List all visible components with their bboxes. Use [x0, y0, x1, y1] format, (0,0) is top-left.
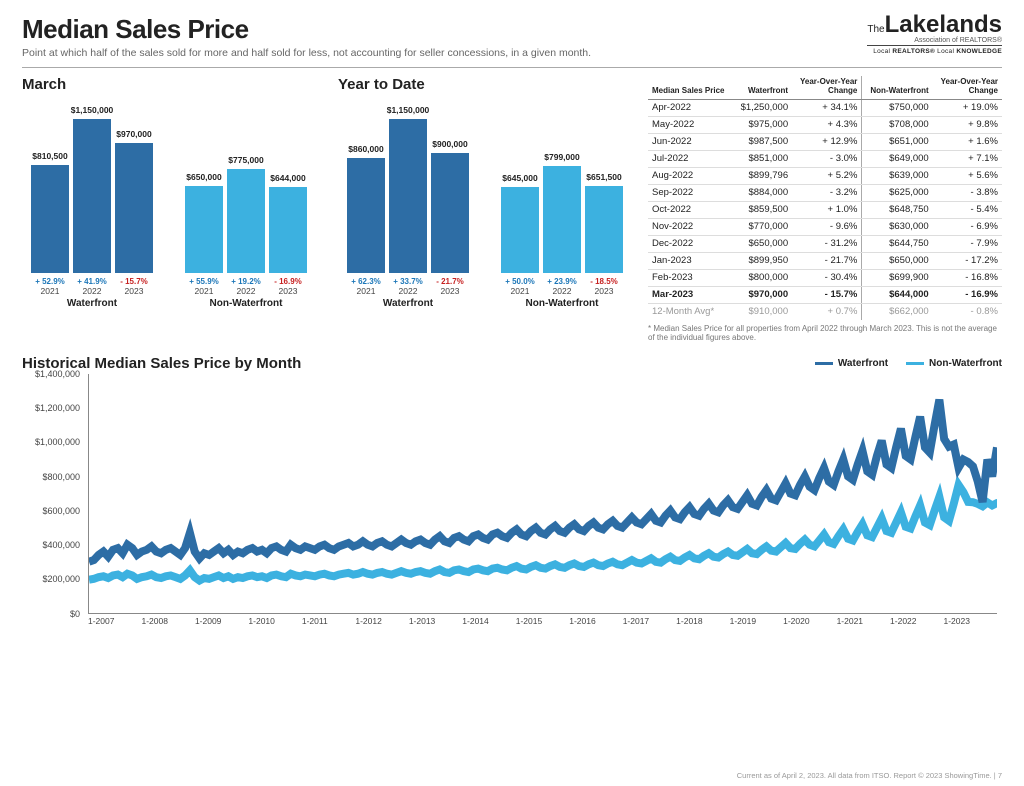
logo: TheLakelands Association of REALTORS® Lo…: [867, 14, 1002, 55]
bar: $775,000: [227, 169, 265, 273]
line-chart: $1,400,000$1,200,000$1,000,000$800,000$6…: [22, 374, 1002, 636]
top-panel: March $810,500$1,150,000$970,000+ 52.9%+…: [22, 76, 1002, 343]
page-subtitle: Point at which half of the sales sold fo…: [22, 47, 591, 59]
chart-title: March: [22, 76, 316, 93]
legend-item: Non-Waterfront: [906, 358, 1002, 369]
ytd-chart: Year to Date $860,000$1,150,000$900,000+…: [338, 76, 632, 343]
bar: $810,500: [31, 165, 69, 273]
bar: $645,000: [501, 187, 539, 273]
bar: $970,000: [115, 143, 153, 273]
bar: $650,000: [185, 186, 223, 273]
page-title: Median Sales Price: [22, 14, 591, 45]
page-footer: Current as of April 2, 2023. All data fr…: [737, 771, 1002, 780]
bar: $860,000: [347, 158, 385, 273]
bar-group: $645,000$799,000$651,500+ 50.0%+ 23.9%- …: [492, 99, 632, 309]
bar: $1,150,000: [389, 119, 427, 273]
bar-group: $650,000$775,000$644,000+ 55.9%+ 19.2%- …: [176, 99, 316, 309]
history-chart-block: Historical Median Sales Price by Month W…: [22, 355, 1002, 636]
title-block: Median Sales Price Point at which half o…: [22, 14, 591, 59]
bar: $799,000: [543, 166, 581, 273]
legend-item: Waterfront: [815, 358, 888, 369]
monthly-table: Median Sales PriceWaterfrontYear-Over-Ye…: [648, 76, 1002, 343]
chart-title: Year to Date: [338, 76, 632, 93]
bar: $651,500: [585, 186, 623, 273]
bar-group: $810,500$1,150,000$970,000+ 52.9%+ 41.9%…: [22, 99, 162, 309]
table-footnote: * Median Sales Price for all properties …: [648, 324, 1002, 343]
legend: Waterfront Non-Waterfront: [815, 358, 1002, 369]
bar-charts: March $810,500$1,150,000$970,000+ 52.9%+…: [22, 76, 632, 343]
bar: $644,000: [269, 187, 307, 273]
bar: $900,000: [431, 153, 469, 273]
march-chart: March $810,500$1,150,000$970,000+ 52.9%+…: [22, 76, 316, 343]
page-header: Median Sales Price Point at which half o…: [22, 14, 1002, 68]
bar-group: $860,000$1,150,000$900,000+ 62.3%+ 33.7%…: [338, 99, 478, 309]
bar: $1,150,000: [73, 119, 111, 273]
